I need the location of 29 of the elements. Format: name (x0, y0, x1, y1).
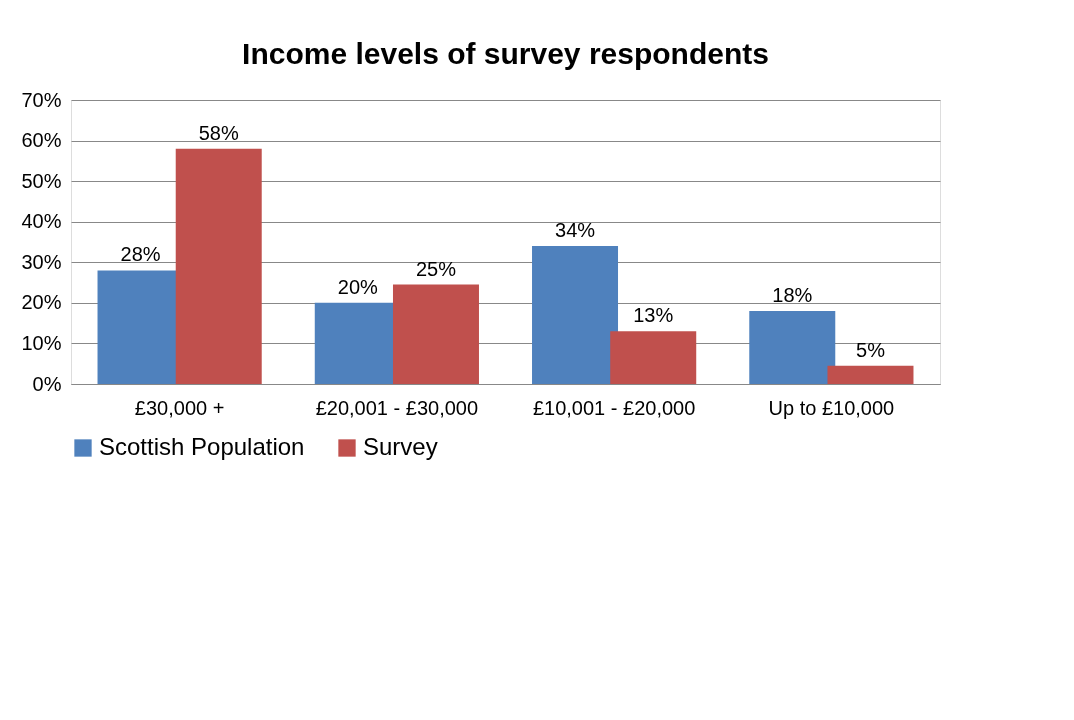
bar (175, 148, 262, 384)
data-label: 20% (337, 275, 378, 298)
bar (610, 331, 697, 384)
data-label: 25% (415, 257, 457, 280)
bar (749, 310, 836, 384)
data-label: 18% (772, 283, 813, 306)
legend-label: Survey (363, 433, 438, 460)
y-tick-label: 40% (21, 210, 62, 233)
data-label: 13% (633, 304, 674, 327)
y-tick-label: 50% (21, 169, 62, 192)
y-tick-label: 70% (21, 88, 62, 111)
x-tick-label: Up to £10,000 (768, 396, 895, 419)
bar (392, 284, 479, 384)
legend-label: Scottish Population (99, 433, 305, 460)
x-tick-label: £20,001 - £30,000 (315, 396, 479, 419)
data-label: 34% (555, 219, 596, 242)
data-label: 58% (198, 121, 239, 144)
bar (532, 246, 619, 384)
bar (827, 365, 914, 384)
x-tick-label: £10,001 - £20,000 (532, 396, 696, 419)
y-tick-label: 10% (21, 331, 62, 354)
y-tick-label: 30% (21, 250, 62, 273)
chart-title: Income levels of survey respondents (242, 37, 769, 70)
data-label: 28% (120, 243, 161, 266)
y-tick-label: 20% (21, 291, 62, 314)
y-tick-label: 60% (21, 129, 62, 152)
x-tick-label: £30,000 + (134, 396, 225, 419)
y-tick-label: 0% (32, 372, 62, 395)
data-label: 5% (856, 338, 886, 361)
